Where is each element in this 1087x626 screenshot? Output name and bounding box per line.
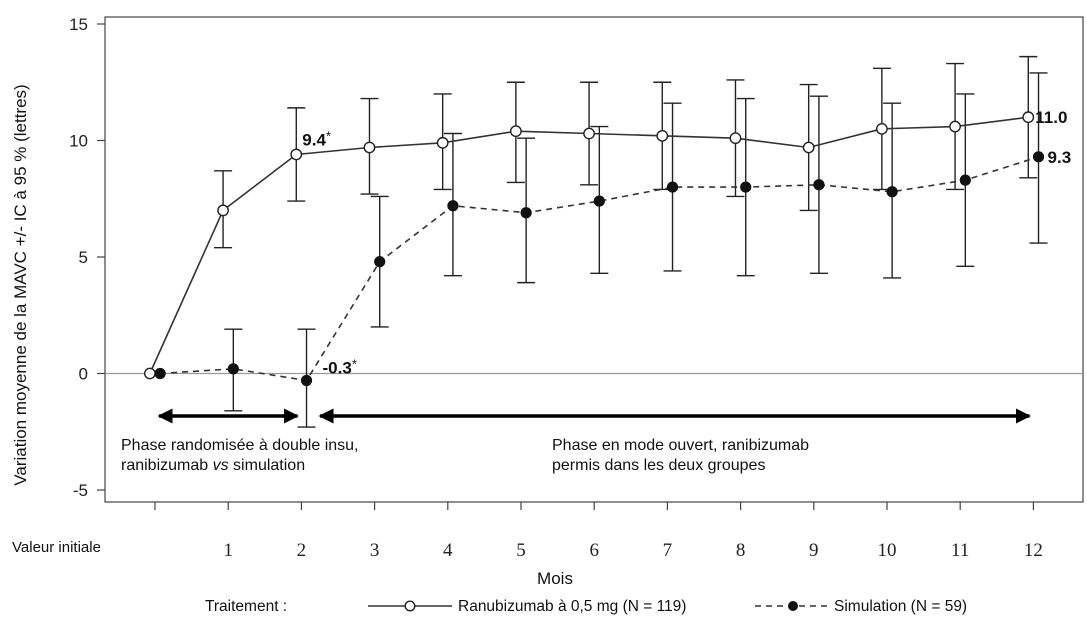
data-point <box>802 141 815 154</box>
y-tick-label: 5 <box>79 248 88 267</box>
y-tick-label: 10 <box>69 132 88 151</box>
data-label: 9.4* <box>302 128 331 149</box>
error-bars <box>214 55 1048 428</box>
x-tick-label: 4 <box>443 540 453 561</box>
x-tick-label: 10 <box>878 540 897 561</box>
data-label: -0.3* <box>323 356 357 377</box>
legend-label-simulation: Simulation (N = 59) <box>834 598 967 615</box>
data-point <box>583 127 595 140</box>
y-tick-label: 15 <box>69 15 88 34</box>
data-point <box>729 132 742 145</box>
data-label: 9.3 <box>1048 148 1072 167</box>
x-tick-label: 3 <box>370 540 380 561</box>
data-point <box>290 148 303 161</box>
data-point <box>363 141 376 154</box>
phase-annotations: Phase randomisée à double insu, ranibizum… <box>121 408 1031 474</box>
phase-annotation-line: permis dans les deux groupes <box>552 457 765 474</box>
data-point <box>227 363 239 375</box>
x-tick-label: 5 <box>516 540 526 561</box>
data-labels: 9.4* -0.3* 11.0 9.3 <box>302 108 1071 377</box>
x-tick-label: 2 <box>297 540 307 561</box>
phase-annotation-line: Phase en mode ouvert, ranibizumab <box>552 437 809 454</box>
y-axis-title: Variation moyenne de la MAVC +/- IC à 95… <box>11 84 30 485</box>
data-point <box>666 181 679 193</box>
x-tick-label: 7 <box>663 540 673 561</box>
phase-annotation-line: ranibizumab vs simulation <box>121 457 305 474</box>
data-point <box>656 129 669 142</box>
baseline-tick-label: Valeur initiale <box>12 539 101 556</box>
data-point <box>143 367 156 380</box>
data-point <box>436 136 449 149</box>
data-point <box>217 204 229 217</box>
data-point <box>813 179 825 191</box>
data-point <box>509 125 522 138</box>
data-point <box>154 367 166 380</box>
legend-marker-ranubizumab <box>404 600 416 612</box>
y-axis: 15 10 5 0 -5 <box>69 15 105 500</box>
data-point <box>886 186 898 198</box>
y-tick-label: -5 <box>73 481 88 500</box>
legend-title: Traitement : <box>205 598 287 615</box>
data-point <box>959 174 971 186</box>
x-tick-label: 11 <box>951 540 969 561</box>
data-point <box>520 207 532 219</box>
legend-marker-simulation <box>788 601 798 611</box>
data-point <box>949 120 961 133</box>
data-point <box>875 122 888 135</box>
data-point <box>593 195 605 207</box>
data-point <box>1032 151 1045 163</box>
x-tick-label: 8 <box>736 540 746 561</box>
data-point <box>447 200 459 212</box>
x-tick-label: 1 <box>223 540 233 561</box>
x-tick-label: 6 <box>589 540 599 561</box>
x-axis: 1 2 3 4 5 6 7 8 9 10 11 12 <box>154 502 1043 561</box>
data-label: 11.0 <box>1035 108 1067 127</box>
plot-frame <box>104 16 1084 503</box>
x-tick-label: 12 <box>1024 540 1043 561</box>
x-tick-label: 9 <box>809 540 819 561</box>
phase-annotation-line: Phase randomisée à double insu, <box>121 437 359 454</box>
data-point <box>740 181 752 193</box>
data-point <box>374 256 386 268</box>
series-lines <box>149 116 1039 382</box>
legend: Traitement : Ranubizumab à 0,5 mg (N = 1… <box>205 598 967 615</box>
x-axis-title: Mois <box>537 569 573 588</box>
series-markers <box>143 111 1045 387</box>
y-tick-label: 0 <box>79 365 88 384</box>
data-point <box>300 374 313 387</box>
legend-label-ranubizumab: Ranubizumab à 0,5 mg (N = 119) <box>458 598 686 615</box>
data-point <box>1022 111 1035 124</box>
